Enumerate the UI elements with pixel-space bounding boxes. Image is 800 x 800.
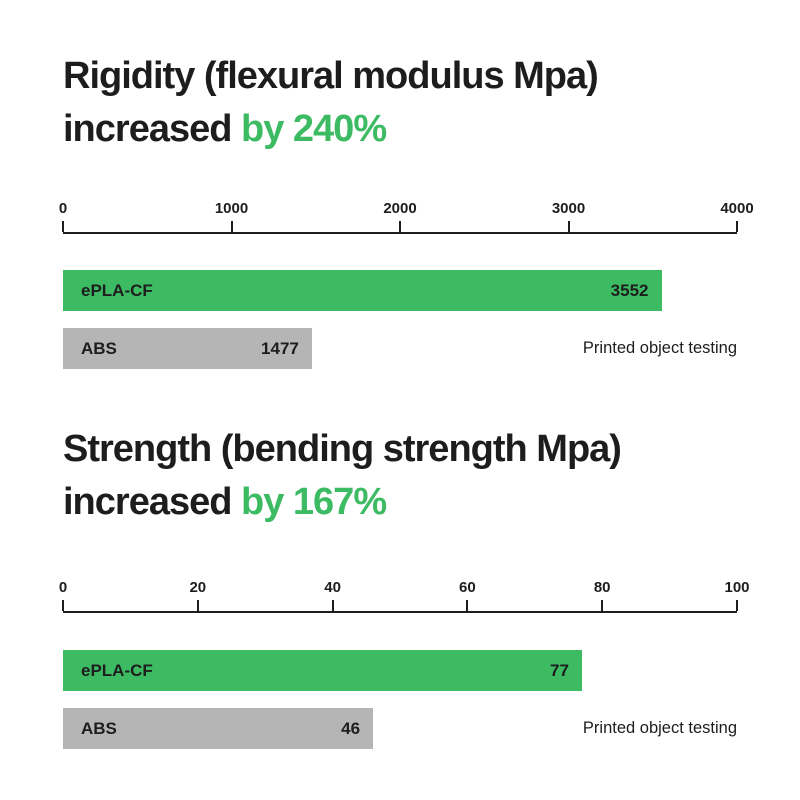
- bar-category-label: ePLA-CF: [81, 280, 153, 300]
- axis-tick-label: 0: [58, 200, 68, 217]
- axis-tick-label: 4000: [720, 200, 754, 217]
- axis-tick-label: 0: [58, 579, 68, 596]
- axis-tick-mark: [62, 221, 64, 232]
- axis-tick-mark: [399, 221, 401, 232]
- axis-tick-label: 2000: [383, 200, 417, 217]
- chart-title-line2-plain: increased: [63, 108, 232, 150]
- axis-tick-mark: [230, 221, 233, 232]
- bar-epla-cf: ePLA-CF 77: [63, 650, 582, 691]
- axis-tick-mark: [331, 600, 334, 611]
- axis-tick-label: 60: [459, 579, 476, 596]
- chart-title-line2-plain: increased: [63, 481, 232, 523]
- bar-abs: ABS 1477: [63, 328, 312, 369]
- bar-value-label: 1477: [261, 338, 299, 358]
- bar-category-label: ABS: [81, 338, 117, 358]
- chart-title-highlight: by 240%: [241, 108, 387, 150]
- chart-title-line1: Strength (bending strength Mpa): [63, 428, 622, 470]
- axis-tick-mark: [196, 600, 199, 611]
- axis-tick-mark: [62, 600, 64, 611]
- chart-title-line1: Rigidity (flexural modulus Mpa): [63, 55, 599, 97]
- bar-value-label: 77: [550, 660, 569, 680]
- x-axis-rigidity: 0 1000 2000 3000 4000: [59, 197, 754, 234]
- bars-rigidity: Printed object testing ePLA-CF 3552 ABS 147…: [63, 270, 737, 386]
- axis-tick-mark: [567, 221, 570, 232]
- axis-tick-label: 40: [324, 579, 341, 596]
- bar-value-label: 46: [341, 718, 361, 738]
- bar-value-label: 3552: [610, 280, 649, 300]
- bar-category-label: ABS: [81, 718, 117, 738]
- axis-tick-mark: [601, 600, 604, 611]
- rigidity-chart-title: Rigidity (flexural modulus Mpa) increase…: [63, 50, 599, 156]
- axis-tick-label: 80: [593, 579, 611, 596]
- bar-abs: ABS 46: [63, 708, 374, 749]
- axis-tick-label: 3000: [551, 200, 586, 217]
- bar-epla-cf: ePLA-CF 3552: [63, 270, 662, 311]
- x-axis-strength: 0 20 40 60 80 100: [59, 576, 750, 613]
- axis-tick-label: 20: [189, 579, 207, 596]
- bar-category-label: ePLA-CF: [81, 660, 153, 680]
- axis-tick-label: 1000: [214, 200, 249, 217]
- axis-tick-mark: [466, 600, 469, 611]
- note-text: Printed object testing: [582, 719, 737, 737]
- axis-tick-mark: [736, 600, 738, 611]
- strength-chart-title: Strength (bending strength Mpa) increase…: [63, 423, 622, 529]
- axis-tick-label: 100: [724, 579, 750, 596]
- note-text: Printed object testing: [582, 339, 737, 357]
- axis-tick-mark: [736, 221, 738, 232]
- chart-title-highlight: by 167%: [241, 481, 387, 523]
- bars-strength: Printed object testing ePLA-CF 77 ABS 46: [63, 650, 737, 766]
